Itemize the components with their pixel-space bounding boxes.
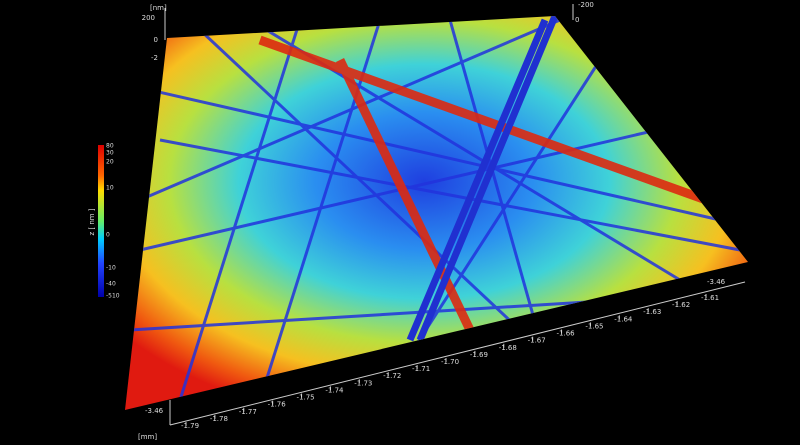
x-tick-label: -1.65 <box>585 322 603 330</box>
surface <box>125 16 748 410</box>
x-tick-label: -1.63 <box>643 308 661 316</box>
z-tick-label: 200 <box>142 14 155 22</box>
colorbar-tick-label: -40 <box>106 281 116 288</box>
x-tick-label: -1.66 <box>556 330 575 338</box>
x-tick-label: -1.77 <box>239 408 257 416</box>
x-tick-label: -1.67 <box>528 337 546 345</box>
x-tick-label: -1.71 <box>412 365 430 373</box>
colorbar-tick-label: 10 <box>106 185 114 192</box>
x-tick-label: -1.70 <box>441 358 459 366</box>
x-unit: [mm] <box>138 433 157 441</box>
x-tick-label: -1.64 <box>614 315 633 323</box>
x-axis <box>169 281 746 426</box>
x-end: -3.46 <box>707 278 726 286</box>
x-tick-label: -1.72 <box>383 372 401 380</box>
x-tick-label: -1.76 <box>268 401 287 409</box>
x-tick-label: -1.79 <box>181 422 199 430</box>
colorbar-tick-label: -10 <box>106 265 116 272</box>
colorbar-tick-label: 20 <box>106 159 114 166</box>
colorbar <box>98 145 104 297</box>
x-tick-label: -1.73 <box>354 379 372 387</box>
x-tick-label: -1.62 <box>672 301 690 309</box>
x-tick-label: -1.61 <box>701 294 719 302</box>
x-tick-label: -1.74 <box>325 386 344 394</box>
z-tick-label: -200 <box>578 1 594 9</box>
x-tick-label: -1.78 <box>210 415 228 423</box>
x-start: -3.46 <box>145 407 164 415</box>
colorbar-tick-label: -510 <box>106 293 120 300</box>
z-unit: [nm] <box>150 4 167 12</box>
x-tick-label: -1.75 <box>296 394 314 402</box>
z-tick-label: 0 <box>575 16 579 24</box>
x-tick-label: -1.69 <box>470 351 488 359</box>
colorbar-tick-label: 80 <box>106 143 114 150</box>
scratches <box>129 16 741 401</box>
x-tick-label: -1.68 <box>499 344 517 352</box>
colorbar-tick-label: 30 <box>106 150 114 157</box>
colorbar-tick-label: 0 <box>106 232 110 239</box>
z-tick-label: 0 <box>154 36 158 44</box>
z-tick-label: -2 <box>151 54 158 62</box>
colorbar-label: z [ nm ] <box>88 208 96 235</box>
